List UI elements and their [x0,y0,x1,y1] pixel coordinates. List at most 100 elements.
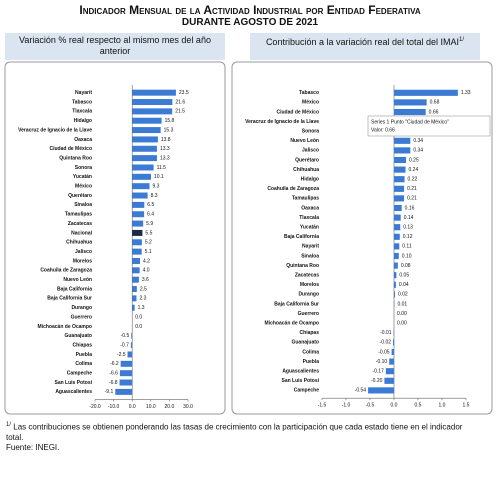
category-label: México [302,100,319,106]
x-tick-label: -20.0 [89,404,101,410]
data-label: 13.3 [160,146,170,152]
category-label: Guanajuato [291,340,319,346]
data-label: 9.3 [152,184,159,190]
tooltip [367,115,491,137]
panel-header: Variación % real respecto al mismo mes d… [5,33,225,60]
category-label: Morelos [300,282,319,288]
x-tick-label: 20.0 [165,404,175,410]
bar [391,348,394,356]
category-label: Puebla [303,359,320,365]
data-label: -6.8 [109,380,118,386]
category-label: Sinaloa [74,202,92,208]
data-label: 6.4 [147,212,154,218]
data-label: 15.8 [165,118,175,124]
bar [394,137,411,144]
category-label: Querétaro [295,157,319,163]
data-label: -0.5 [121,333,130,339]
category-label: Veracruz de Ignacio de la Llave [18,127,92,133]
data-label: 13.3 [160,155,170,161]
bar [132,295,137,302]
bar [132,155,157,162]
category-label: Baja California Sur [47,296,92,302]
bar [384,377,394,384]
bar [132,239,142,246]
category-label: Tamaulipas [292,196,319,202]
title: DURANTE AGOSTO DE 2021 [181,17,319,28]
x-tick-label: 30.0 [183,404,193,410]
data-label: 0.11 [402,244,412,250]
data-label: 0.66 [429,109,439,115]
data-label: 4.0 [143,268,150,274]
category-label: Campeche [294,388,320,394]
bar [132,248,142,255]
category-label: Zacatecas [295,273,319,279]
data-label: -0.7 [120,342,129,348]
bar [394,281,396,288]
category-label: Querétaro [68,193,92,199]
category-label: Jalisco [302,148,319,154]
data-label: 8.3 [151,193,158,199]
footnote-text: Las contribuciones se obtienen ponderand… [6,422,463,442]
data-label: 5.5 [145,230,152,236]
data-label: 0.21 [407,196,417,202]
category-label: Chiapas [73,342,93,348]
x-tick-label: 0.0 [129,404,136,410]
data-label: -0.05 [378,349,390,355]
data-label: 4.2 [143,258,150,264]
data-label: 0.02 [398,292,408,298]
category-label: Tlaxcala [299,215,319,221]
bar [132,276,139,283]
category-label: Tabasco [72,99,92,105]
data-label: 0.00 [397,311,407,317]
x-tick-label: -0.5 [366,403,375,409]
category-label: México [75,184,92,190]
category-label: Guerrero [298,311,319,317]
data-label: 21.5 [175,109,185,115]
tooltip-text: Series 1 Punto "Ciudad de México" [371,119,449,125]
category-label: Yucatán [73,174,92,180]
data-label: 3.6 [142,277,149,283]
category-label: Sonora [75,165,92,171]
bar [394,233,400,240]
bar [130,342,133,349]
bar [394,89,458,96]
data-label: 1.3 [138,305,145,311]
category-label: Sinaloa [301,253,319,259]
data-label: 0.14 [404,215,414,221]
data-label: 5.9 [146,221,153,227]
x-tick-label: -10.0 [108,404,120,410]
category-label: San Luis Potosí [54,380,92,386]
bar [132,127,161,134]
data-label: 23.5 [179,90,189,96]
category-label: Michoacán de Ocampo [38,324,92,330]
data-label: 15.3 [164,127,174,133]
bar [393,339,394,346]
data-label: -6.2 [110,361,119,367]
category-label: Colima [302,349,319,355]
category-label: Tamaulipas [65,212,92,218]
x-tick-label: 1.5 [463,403,470,409]
x-tick-label: -1.0 [342,403,351,409]
data-label: -6.6 [109,371,118,377]
data-label: 0.21 [407,186,417,192]
panel-header: Contribución a la variación real del tot… [250,33,480,60]
subtitle: Variación % real respecto al mismo mes d… [19,35,211,56]
bar [394,166,406,173]
source: Fuente: INEGI. [6,442,60,452]
bar [385,368,394,375]
category-label: Aguascalientes [55,389,92,395]
data-label: 2.5 [140,286,147,292]
category-label: Chihuahua [66,240,92,246]
bar [132,229,143,236]
data-label: 0.34 [413,148,423,154]
data-label: 1.33 [461,90,471,96]
category-label: Quintana Roo [59,155,92,161]
category-label: Nayarit [75,90,92,96]
tooltip-text: Valor: 0.66 [371,127,395,133]
data-label: 0.04 [399,282,409,288]
bar [119,370,133,377]
data-label: 0.34 [413,138,423,144]
category-label: Tlaxcala [72,109,92,115]
bar [394,185,405,192]
